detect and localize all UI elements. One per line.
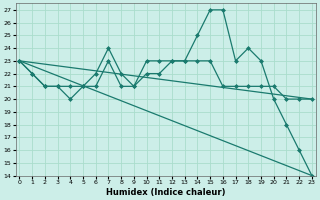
X-axis label: Humidex (Indice chaleur): Humidex (Indice chaleur) [106, 188, 225, 197]
